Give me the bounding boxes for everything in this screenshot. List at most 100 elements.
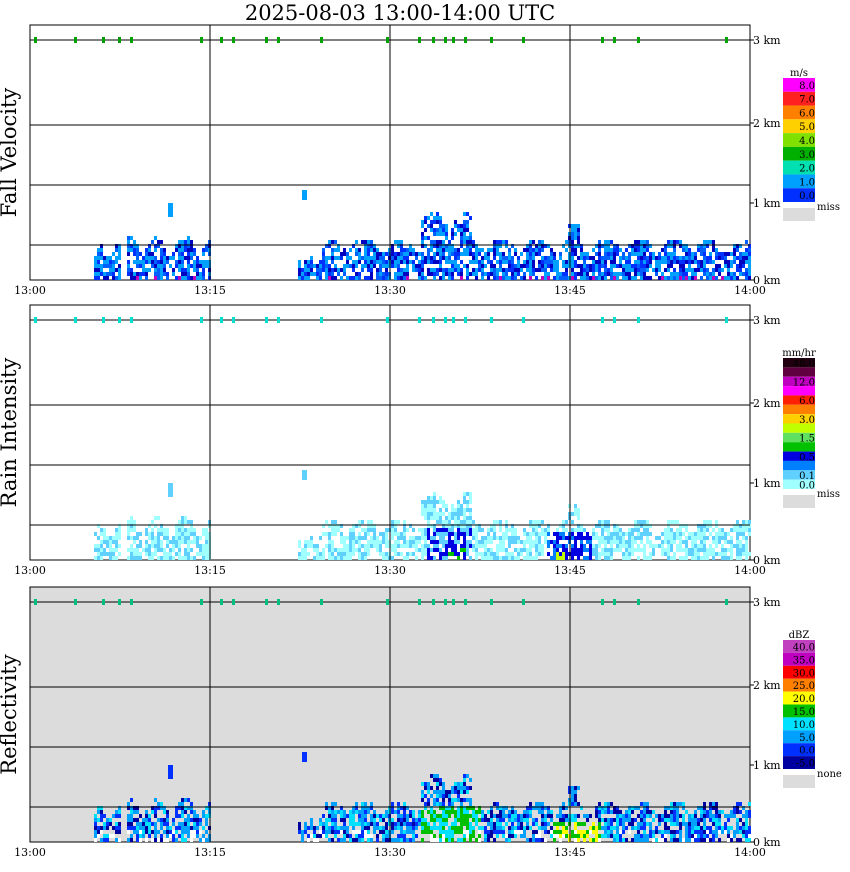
echo-cell [550,834,553,838]
echo-cell [547,256,550,260]
echo-cell [511,528,514,532]
echo-cell [538,536,541,540]
echo-cell [391,252,394,256]
echo-cell [544,826,547,830]
echo-cell [550,830,553,834]
echo-cell [430,244,433,248]
echo-cell [457,524,460,528]
echo-cell [745,834,748,838]
echo-cell [577,232,580,236]
echo-cell [475,544,478,548]
echo-cell [103,532,106,536]
echo-cell [502,544,505,548]
echo-cell [514,264,517,268]
echo-cell [466,224,469,228]
echo-cell [625,260,628,264]
echo-cell [427,216,430,220]
echo-cell [340,536,343,540]
echo-cell [652,252,655,256]
echo-cell [703,532,706,536]
echo-cell [628,528,631,532]
echo-cell [673,244,676,248]
echo-cell [403,834,406,838]
echo-cell [712,556,715,560]
echo-cell [469,236,472,240]
echo-cell [436,268,439,272]
echo-cell [358,520,361,524]
echo-cell [637,264,640,268]
echo-cell [634,528,637,532]
echo-cell [523,260,526,264]
echo-cell [127,830,130,834]
echo-cell [196,536,199,540]
echo-cell [466,264,469,268]
echo-cell [154,256,157,260]
echo-cell [469,260,472,264]
echo-cell [136,822,139,826]
echo-cell [658,838,661,842]
echo-cell [187,798,190,802]
echo-cell [529,248,532,252]
echo-cell [478,264,481,268]
echo-cell [574,224,577,228]
echo-cell [184,244,187,248]
echo-cell [379,276,382,280]
echo-cell [460,528,463,532]
echo-cell [673,520,676,524]
echo-cell [712,806,715,810]
legend-swatch [783,404,815,415]
echo-cell [532,834,535,838]
legend-value: 12.0 [793,377,815,388]
echo-cell [436,252,439,256]
echo-cell [433,508,436,512]
echo-cell [148,548,151,552]
echo-cell [367,524,370,528]
echo-cell [463,838,466,842]
echo-cell [685,524,688,528]
echo-cell [439,508,442,512]
echo-cell [160,838,163,842]
echo-cell [448,814,451,818]
echo-cell [394,272,397,276]
echo-cell [433,228,436,232]
echo-cell [592,822,595,826]
echo-cell [367,276,370,280]
echo-cell [556,264,559,268]
echo-cell [154,822,157,826]
echo-cell [313,264,316,268]
echo-cell [184,240,187,244]
echo-cell [340,540,343,544]
echo-cell [427,552,430,556]
echo-cell [445,228,448,232]
echo-cell [367,552,370,556]
echo-cell [430,806,433,810]
echo-cell [556,268,559,272]
echo-cell [724,264,727,268]
echo-cell [700,276,703,280]
echo-cell [427,786,430,790]
echo-cell [697,536,700,540]
echo-cell [574,838,577,842]
echo-cell [430,826,433,830]
echo-cell [724,822,727,826]
echo-cell [421,532,424,536]
echo-cell [421,240,424,244]
echo-cell [538,540,541,544]
echo-cell [298,264,301,268]
echo-cell [346,556,349,560]
echo-cell [154,544,157,548]
echo-cell [202,838,205,842]
echo-cell [436,544,439,548]
echo-cell [730,276,733,280]
echo-cell [490,272,493,276]
echo-cell [172,540,175,544]
echo-cell [130,810,133,814]
echo-cell [154,536,157,540]
echo-cell [544,268,547,272]
echo-cell [574,236,577,240]
panel-label: Reflectivity [0,654,21,775]
echo-cell [553,544,556,548]
echo-cell [112,268,115,272]
echo-cell [514,810,517,814]
echo-cell [205,532,208,536]
